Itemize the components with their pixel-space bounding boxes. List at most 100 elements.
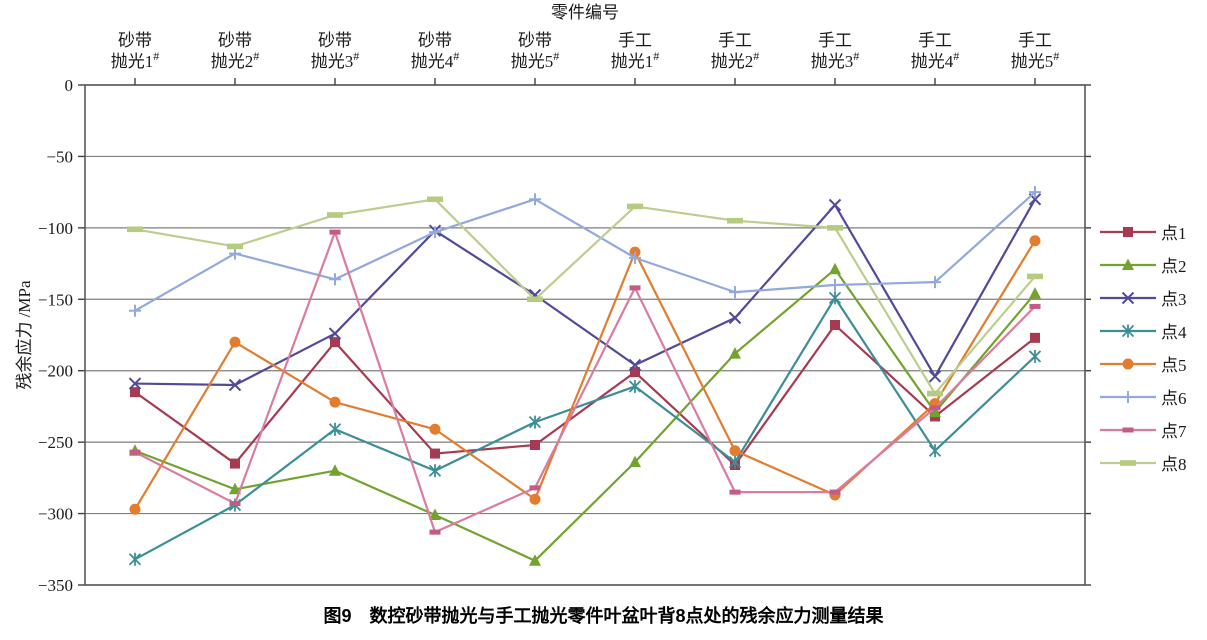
marker-dash-wide xyxy=(1027,273,1043,280)
category-label-line1: 砂带 xyxy=(218,31,252,50)
marker-triangle xyxy=(629,455,641,468)
legend-marker-circle xyxy=(1100,358,1156,369)
series-line xyxy=(134,198,1036,387)
residual-stress-line-chart: 零件编号 残余应力 /MPa 0 −50 −100 −150 −200 −250 −300 −… xyxy=(15,3,1091,595)
legend-marker-x xyxy=(1100,291,1156,304)
marker-dash-wide xyxy=(427,196,443,203)
series-line xyxy=(134,296,1036,561)
legend-label: 点3 xyxy=(1161,290,1187,309)
series-line xyxy=(134,198,1036,395)
legend-item-7: 点7 xyxy=(1100,413,1205,446)
marker-dash xyxy=(929,405,941,411)
legend-label: 点5 xyxy=(1161,356,1187,375)
legend-marker-triangle xyxy=(1100,258,1156,270)
marker-dash-wide xyxy=(327,212,343,218)
legend-item-3: 点3 xyxy=(1100,281,1205,314)
legend-item-6: 点6 xyxy=(1100,380,1205,413)
marker-dash xyxy=(829,489,841,495)
marker-dash xyxy=(129,449,141,455)
marker-square xyxy=(630,367,640,378)
category-label-line1: 砂带 xyxy=(518,31,552,50)
legend-marker-dash xyxy=(1100,427,1156,432)
y-tick-label: −100 xyxy=(38,219,73,238)
category-label-line1: 手工 xyxy=(618,31,652,50)
series-2 xyxy=(129,262,1041,566)
marker-circle xyxy=(129,503,141,515)
marker-circle xyxy=(1029,235,1041,247)
series-3 xyxy=(128,193,1042,392)
marker-circle xyxy=(329,396,341,408)
marker-circle xyxy=(429,423,441,435)
legend-marker-square xyxy=(1100,226,1156,237)
marker-dash-wide xyxy=(1120,459,1136,466)
marker-circle xyxy=(229,336,241,348)
marker-x xyxy=(928,370,942,383)
marker-triangle xyxy=(529,554,541,566)
y-tick-label: −350 xyxy=(38,576,73,595)
marker-circle xyxy=(729,445,741,457)
category-label-line2: 抛光1# xyxy=(111,49,160,71)
category-label-line1: 砂带 xyxy=(418,31,452,50)
series-line xyxy=(134,323,1036,467)
marker-triangle xyxy=(729,347,741,359)
series-8 xyxy=(127,196,1043,397)
marker-dash-wide xyxy=(827,225,843,231)
marker-x xyxy=(328,327,342,340)
marker-dash-wide xyxy=(727,217,743,224)
legend-marker-plus xyxy=(1100,390,1156,403)
marker-x xyxy=(728,311,742,325)
category-label-line1: 手工 xyxy=(1018,31,1052,50)
marker-triangle xyxy=(929,405,941,418)
y-tick-label: 0 xyxy=(65,76,74,95)
category-label-line1: 手工 xyxy=(818,31,852,50)
y-tick-label: −300 xyxy=(38,505,73,524)
marker-dash-wide xyxy=(227,243,243,250)
marker-dash-wide xyxy=(627,203,643,210)
figure-caption: 图9 数控砂带抛光与手工抛光零件叶盆叶背8点处的残余应力测量结果 xyxy=(323,606,884,626)
marker-dash-wide xyxy=(127,226,143,233)
marker-circle xyxy=(1122,358,1134,369)
marker-x xyxy=(228,378,242,392)
legend-label: 点2 xyxy=(1161,257,1187,276)
category-label-line2: 抛光4# xyxy=(911,49,960,71)
marker-square xyxy=(130,387,140,398)
marker-dash xyxy=(629,285,641,291)
category-label-line2: 抛光4# xyxy=(411,49,460,71)
legend-item-2: 点2 xyxy=(1100,248,1205,281)
category-label-line2: 抛光3# xyxy=(811,49,860,71)
y-axis-title: 残余应力 /MPa xyxy=(15,280,34,390)
marker-square xyxy=(530,440,540,450)
y-tick-label: −150 xyxy=(38,290,73,309)
category-label-line1: 砂带 xyxy=(318,31,352,50)
category-label-line2: 抛光5# xyxy=(511,49,560,71)
plot-border xyxy=(84,84,1086,586)
marker-triangle xyxy=(229,482,241,495)
marker-triangle xyxy=(429,508,441,520)
legend-item-5: 点5 xyxy=(1100,347,1205,380)
category-label-line2: 抛光2# xyxy=(211,49,260,71)
series-4 xyxy=(128,291,1042,566)
marker-triangle xyxy=(1122,258,1134,270)
series-line xyxy=(134,231,1036,534)
marker-dash xyxy=(229,501,241,507)
marker-dash-wide xyxy=(927,390,943,397)
marker-dash xyxy=(329,229,341,235)
y-tick-label: −250 xyxy=(38,433,73,452)
marker-square xyxy=(1123,226,1133,237)
legend-marker-star xyxy=(1100,324,1156,337)
category-label-line2: 抛光5# xyxy=(1011,49,1060,71)
marker-dash xyxy=(429,529,441,535)
marker-x xyxy=(1121,291,1135,304)
legend-label: 点7 xyxy=(1161,422,1187,441)
marker-square xyxy=(830,320,840,330)
category-label-line1: 砂带 xyxy=(118,31,152,50)
series-line xyxy=(134,191,1036,312)
legend: 点1 点2 点3 点4 点5 点6 点7 点8 xyxy=(1100,215,1205,479)
legend-item-1: 点1 xyxy=(1100,215,1205,248)
category-label-line2: 抛光2# xyxy=(711,49,760,71)
marker-square xyxy=(330,337,340,348)
y-tick-label: −200 xyxy=(38,362,73,381)
marker-dash xyxy=(729,489,741,495)
marker-dash xyxy=(529,485,541,491)
